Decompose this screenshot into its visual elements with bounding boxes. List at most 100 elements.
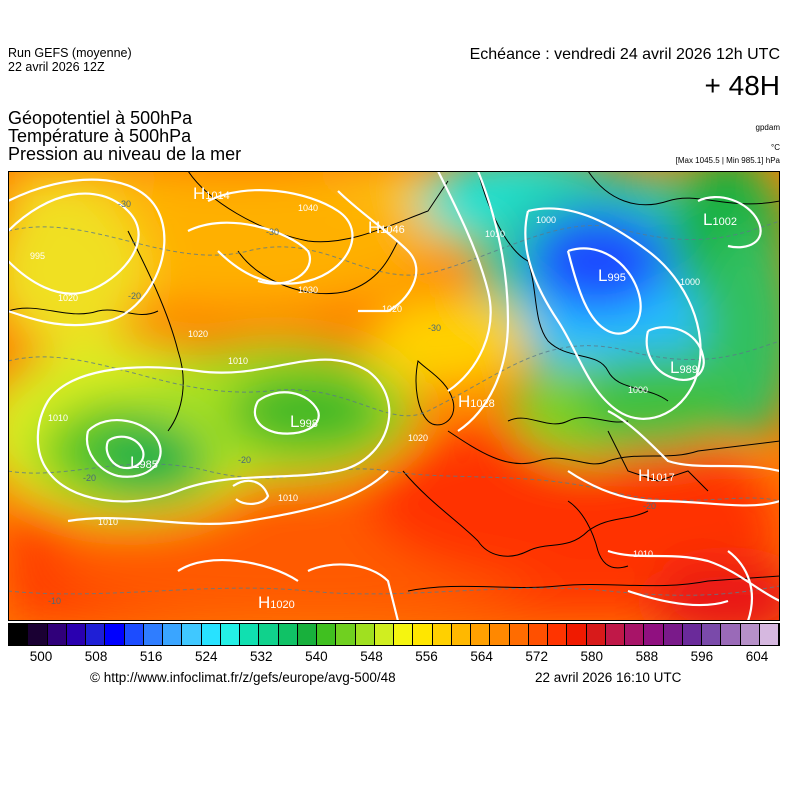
isotherm-value: -30 (266, 227, 279, 237)
scale-label: 596 (690, 649, 714, 664)
scale-label: 556 (415, 649, 438, 664)
scale-swatch (336, 624, 356, 645)
run-info: Run GEFS (moyenne) 22 avril 2026 12Z (8, 46, 132, 74)
scale-label: 532 (250, 649, 273, 664)
isotherm-value: -10 (48, 596, 61, 606)
isobar-value: 1000 (680, 277, 700, 287)
forecast-step: + 48H (704, 70, 781, 101)
scale-swatch (605, 624, 625, 645)
scale-swatch (201, 624, 221, 645)
isotherm-value: -30 (118, 199, 131, 209)
scale-label: 524 (194, 649, 218, 664)
field-list: Géopotentiel à 500hPa Température à 500h… (8, 109, 241, 163)
scale-swatch (278, 624, 298, 645)
scale-swatch (66, 624, 86, 645)
scale-swatch (240, 624, 260, 645)
field-temperature: Température à 500hPa (8, 126, 192, 146)
scale-swatch (471, 624, 491, 645)
isobar-value: 1000 (628, 385, 648, 395)
color-scale-labels: 500 508 516 524 532 540 548 556 564 572 580 588 596 6… (8, 649, 780, 665)
scale-swatch (625, 624, 645, 645)
isotherm-value: -20 (83, 473, 96, 483)
scale-label: 588 (635, 649, 659, 664)
isobar-value: 1010 (485, 229, 505, 239)
scale-swatch (143, 624, 163, 645)
isotherm-value: -30 (428, 323, 441, 333)
isobar-value: 1040 (298, 203, 318, 213)
validity-time: Echéance : vendredi 24 avril 2026 12h UT… (469, 46, 780, 63)
scale-swatch (721, 624, 741, 645)
color-scale (8, 623, 780, 646)
isotherms (8, 220, 780, 596)
run-model: Run GEFS (moyenne) (8, 46, 132, 60)
pressure-range: [Max 1045.5 | Min 985.1] hPa (675, 156, 780, 165)
scale-swatch (432, 624, 452, 645)
high-center-label: H1046 (368, 218, 405, 237)
scale-label: 516 (139, 649, 163, 664)
scale-swatch (259, 624, 279, 645)
isobars (8, 171, 780, 621)
scale-swatch (663, 624, 683, 645)
isobar-value: 1020 (188, 329, 208, 339)
scale-swatch (182, 624, 202, 645)
scale-swatch (528, 624, 548, 645)
scale-swatch (374, 624, 394, 645)
scale-swatch (86, 624, 106, 645)
geopotential-shading (8, 171, 780, 621)
unit-gpdam: gpdam (755, 123, 780, 132)
scale-label: 604 (745, 649, 769, 664)
scale-swatch (451, 624, 471, 645)
scale-swatch (644, 624, 664, 645)
source-url: © http://www.infoclimat.fr/z/gefs/europe… (90, 670, 396, 685)
isobar-value: 995 (30, 251, 45, 261)
scale-swatch (28, 624, 48, 645)
isobar-value: 1010 (228, 356, 248, 366)
scale-swatch (490, 624, 510, 645)
high-center-label: H1028 (458, 392, 495, 411)
scale-label: 564 (470, 649, 493, 664)
scale-swatch (220, 624, 240, 645)
isobar-value: 1020 (58, 293, 78, 303)
low-center-label: L1002 (703, 210, 737, 229)
unit-celsius: °C (771, 143, 780, 152)
scale-label: 500 (29, 649, 53, 664)
scale-swatch (567, 624, 587, 645)
scale-swatch (413, 624, 433, 645)
scale-swatch (355, 624, 375, 645)
field-geopotential: Géopotentiel à 500hPa (8, 108, 193, 128)
low-center-label: L985 (130, 453, 158, 472)
scale-label: 548 (360, 649, 383, 664)
run-date: 22 avril 2026 12Z (8, 60, 105, 74)
scale-swatch (509, 624, 529, 645)
generation-time: 22 avril 2026 16:10 UTC (535, 670, 682, 685)
scale-swatch (9, 624, 29, 645)
isobar-value: 1020 (382, 304, 402, 314)
field-pressure: Pression au niveau de la mer (8, 144, 242, 164)
isotherm-value: -20 (643, 501, 656, 511)
scale-swatch (105, 624, 125, 645)
map-frame (8, 171, 780, 621)
scale-label: 572 (525, 649, 548, 664)
scale-swatch (394, 624, 414, 645)
low-center-label: L995 (598, 266, 626, 285)
isobar-labels: 995 1000 1000 1000 1010 1010 1010 1010 1… (30, 203, 700, 559)
isobar-value: 1010 (278, 493, 298, 503)
isobar-value: 1030 (298, 285, 318, 295)
low-center-label: L989 (670, 358, 698, 377)
isobar-value: 1010 (98, 517, 118, 527)
isotherm-value: -20 (128, 291, 141, 301)
isobar-value: 1010 (633, 549, 653, 559)
pressure-centers: H1046 H1028 H1020 H1014 H1017 L998 L985 … (130, 184, 737, 612)
scale-swatch (47, 624, 67, 645)
weather-map: H1046 H1028 H1020 H1014 H1017 L998 L985 … (8, 171, 780, 621)
isobar-value: 1020 (408, 433, 428, 443)
high-center-label: H1020 (258, 593, 295, 612)
scale-swatch (682, 624, 702, 645)
scale-swatch (740, 624, 760, 645)
high-center-label: H1014 (193, 184, 230, 203)
isobar-value: 1000 (536, 215, 556, 225)
scale-swatch (163, 624, 183, 645)
scale-swatch (297, 624, 317, 645)
scale-label: 580 (580, 649, 604, 664)
scale-swatch (548, 624, 568, 645)
